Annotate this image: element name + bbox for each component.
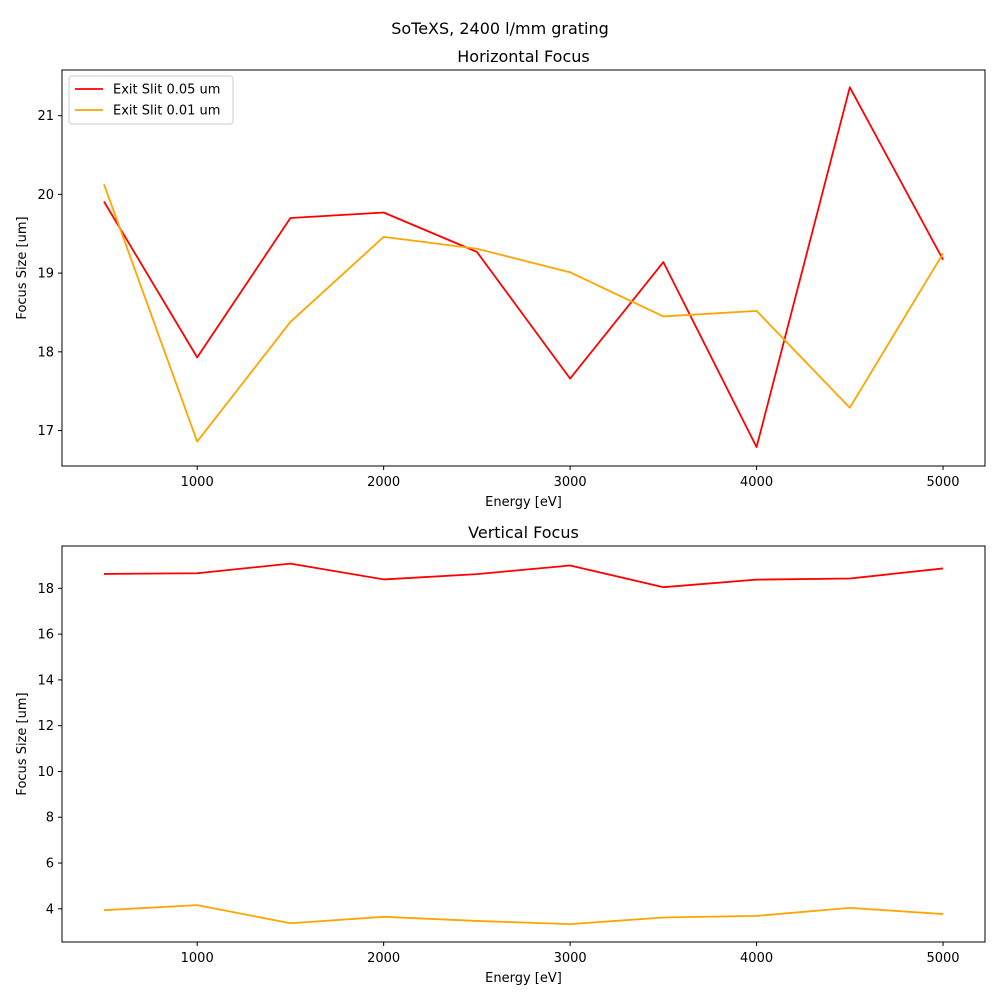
vertical-focus-ytick-label: 16: [37, 628, 54, 643]
vertical-focus-tick-layer: 1000 2000 3000 4000 5000 4 6 8 10 12 14 16 18: [37, 582, 959, 966]
horizontal-focus-ytick-label: 21: [37, 109, 54, 124]
horizontal-focus-ytick-label: 18: [37, 345, 54, 360]
vertical-focus-series-exit-slit-001: [103, 904, 944, 926]
vertical-focus-ytick-label: 10: [37, 765, 54, 780]
vertical-focus-xlabel: Energy [eV]: [485, 971, 562, 986]
vertical-focus-ytick-label: 12: [37, 719, 54, 734]
vertical-focus-axes-frame: [61, 545, 986, 943]
horizontal-focus-panel: Horizontal Focus 1000 2000 3000 4000 5000171…: [15, 47, 986, 510]
legend: Exit Slit 0.05 um Exit Slit 0.01 um: [68, 75, 234, 125]
horizontal-focus-ytick-label: 20: [37, 188, 54, 203]
vertical-focus-xtick-label: 1000: [181, 951, 214, 966]
horizontal-focus-xlabel: Energy [eV]: [485, 495, 562, 510]
horizontal-focus-tick-layer: 1000 2000 3000 4000 5000 17 18 19 20 21: [37, 109, 959, 490]
horizontal-focus-ytick-label: 19: [37, 267, 54, 282]
vertical-focus-ytick-label: 14: [37, 673, 54, 688]
horizontal-focus-ytick-label: 17: [37, 424, 54, 439]
figure-title: SoTeXS, 2400 l/mm grating: [391, 19, 609, 38]
horizontal-focus-series-exit-slit-005: [103, 86, 944, 449]
vertical-focus-xtick-label: 2000: [367, 951, 400, 966]
vertical-focus-ylabel: Focus Size [um]: [15, 692, 30, 795]
horizontal-focus-plot-area: [62, 70, 985, 466]
horizontal-focus-xtick-label: 1000: [181, 475, 214, 490]
legend-label-exit-slit-005: Exit Slit 0.05 um: [113, 83, 220, 98]
vertical-focus-title: Vertical Focus: [468, 523, 579, 542]
horizontal-focus-series-exit-slit-001: [103, 183, 944, 443]
horizontal-focus-xtick-label: 5000: [926, 475, 959, 490]
vertical-focus-xtick-label: 5000: [926, 951, 959, 966]
vertical-focus-series-exit-slit-005: [103, 562, 944, 589]
vertical-focus-ytick-label: 8: [46, 811, 54, 826]
vertical-focus-ytick-label: 6: [46, 857, 54, 872]
horizontal-focus-xtick-label: 3000: [554, 475, 587, 490]
legend-label-exit-slit-001: Exit Slit 0.01 um: [113, 104, 220, 119]
vertical-focus-xtick-label: 4000: [740, 951, 773, 966]
vertical-focus-ytick-label: 4: [46, 902, 54, 917]
horizontal-focus-xtick-label: 4000: [740, 475, 773, 490]
vertical-focus-series-layer: [103, 562, 944, 926]
vertical-focus-panel: Vertical Focus 1000 2000 3000 4000 500046810…: [15, 523, 986, 986]
horizontal-focus-xtick-label: 2000: [367, 475, 400, 490]
horizontal-focus-axes-frame: [61, 69, 986, 467]
vertical-focus-xtick-label: 3000: [554, 951, 587, 966]
horizontal-focus-ylabel: Focus Size [um]: [15, 216, 30, 319]
horizontal-focus-title: Horizontal Focus: [457, 47, 589, 66]
vertical-focus-ytick-label: 18: [37, 582, 54, 597]
legend-box: [68, 75, 234, 125]
horizontal-focus-series-layer: [103, 86, 944, 449]
vertical-focus-plot-area: [62, 546, 985, 942]
